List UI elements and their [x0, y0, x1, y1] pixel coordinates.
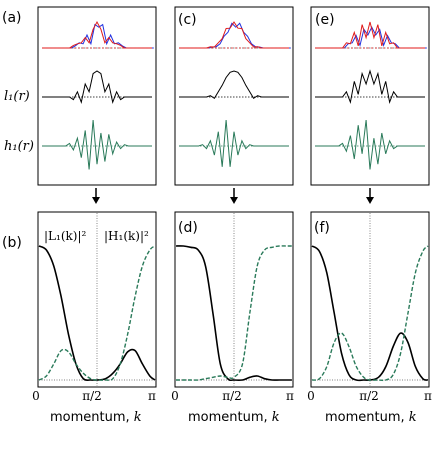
x-axis-label-1-text: momentum, [50, 410, 134, 425]
x-axis-label-3-text: momentum, [325, 410, 409, 425]
arrow-icon-e [366, 188, 374, 204]
panel-e-box [310, 6, 430, 186]
tick-label-b-1: π/2 [82, 389, 102, 403]
scaling-function-e [315, 69, 425, 105]
lowpass-curve-d [175, 245, 292, 382]
x-tick-labels: 0 π/2 π 0 π/2 π 0 π/2 π [32, 389, 432, 403]
wavelet-function-e [315, 119, 425, 170]
spectrum-label-H1: |H₁(k)|² [104, 229, 149, 243]
panel-label-e: (e) [315, 12, 335, 28]
wavelet-function-c [179, 119, 289, 167]
red-decomposition-c [179, 21, 289, 49]
highpass-curve-d [175, 245, 292, 381]
spectrum-label-L1: |L₁(k)|² [44, 229, 87, 243]
x-axis-label-1-var: k [134, 410, 142, 425]
wavelet-function-a [42, 119, 152, 170]
x-axis-label-3: momentum, k [325, 410, 417, 425]
highpass-curve-f [311, 245, 429, 382]
tick-label-f-2: π [424, 389, 432, 403]
scaling-function-c [179, 70, 289, 100]
tick-label-b-0: 0 [32, 389, 40, 403]
panel-d-box [174, 211, 294, 388]
wavelet-plots [42, 20, 427, 170]
blue-decomposition-a [43, 23, 154, 49]
panel-b-box [37, 211, 157, 388]
x-axis-label-3-var: k [409, 410, 417, 425]
side-label-l1: l₁(r) [4, 89, 30, 104]
red-decomposition-e [315, 21, 425, 49]
tick-label-f-0: 0 [307, 389, 315, 403]
panel-label-f: (f) [314, 220, 330, 236]
spectrum-plots [38, 213, 429, 386]
x-axis-label-2-text: momentum, [188, 410, 272, 425]
panel-a-box [37, 6, 157, 186]
highpass-curve-b [38, 245, 156, 381]
arrow-icon-a [92, 188, 100, 204]
x-axis-label-2: momentum, k [188, 410, 280, 425]
x-axis-label-2-var: k [272, 410, 280, 425]
panel-label-d: (d) [178, 220, 198, 236]
scaling-function-a [42, 70, 152, 104]
tick-label-d-2: π [286, 389, 294, 403]
blue-decomposition-c [180, 22, 291, 49]
tick-label-d-0: 0 [171, 389, 179, 403]
tick-label-d-1: π/2 [222, 389, 242, 403]
arrow-icon-c [230, 188, 238, 204]
panel-label-a: (a) [2, 10, 22, 26]
x-axis-label-1: momentum, k [50, 410, 142, 425]
panel-c-box [174, 6, 294, 186]
panel-label-c: (c) [178, 12, 197, 28]
red-decomposition-a [42, 20, 152, 49]
tick-label-f-1: π/2 [359, 389, 379, 403]
panel-f-box [310, 211, 430, 388]
panel-label-b: (b) [2, 235, 22, 251]
tick-label-b-2: π [148, 389, 156, 403]
side-label-h1: h₁(r) [4, 139, 34, 154]
